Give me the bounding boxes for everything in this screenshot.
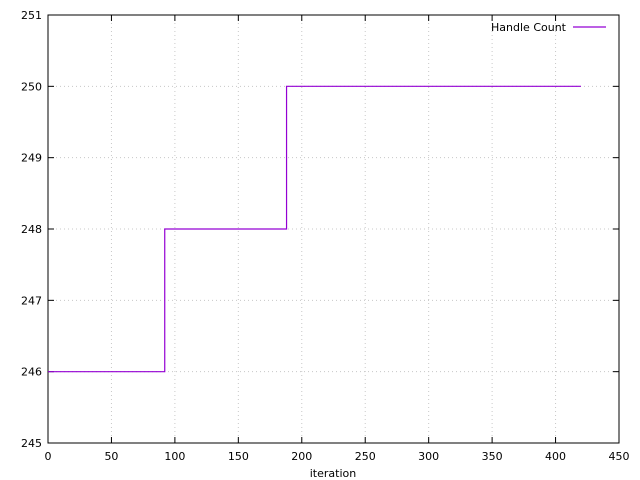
legend-label: Handle Count [491,21,567,34]
x-tick-label: 350 [482,450,503,463]
ticks [47,14,620,444]
x-tick-label: 200 [291,450,312,463]
x-tick-label: 250 [355,450,376,463]
series-group [48,85,581,373]
series-line-handle-count [48,85,581,373]
y-tick-label: 245 [21,437,42,450]
y-tick-label: 250 [21,80,42,93]
y-tick-label: 251 [21,9,42,22]
y-tick-label: 249 [21,152,42,165]
y-tick-label: 248 [21,223,42,236]
x-tick-labels: 0 50 100 150 200 250 300 350 400 450 [45,450,630,463]
x-tick-label: 100 [164,450,185,463]
legend: Handle Count [491,21,606,34]
x-tick-label: 50 [104,450,118,463]
plot-frame [47,14,620,444]
grid [48,15,619,443]
y-tick-label: 246 [21,366,42,379]
x-axis-label: iteration [310,467,356,480]
x-tick-label: 300 [418,450,439,463]
x-tick-label: 450 [609,450,630,463]
x-tick-label: 0 [45,450,52,463]
y-tick-labels: 245 246 247 248 249 250 251 [21,9,42,450]
x-tick-label: 150 [228,450,249,463]
y-tick-label: 247 [21,294,42,307]
x-tick-label: 400 [545,450,566,463]
